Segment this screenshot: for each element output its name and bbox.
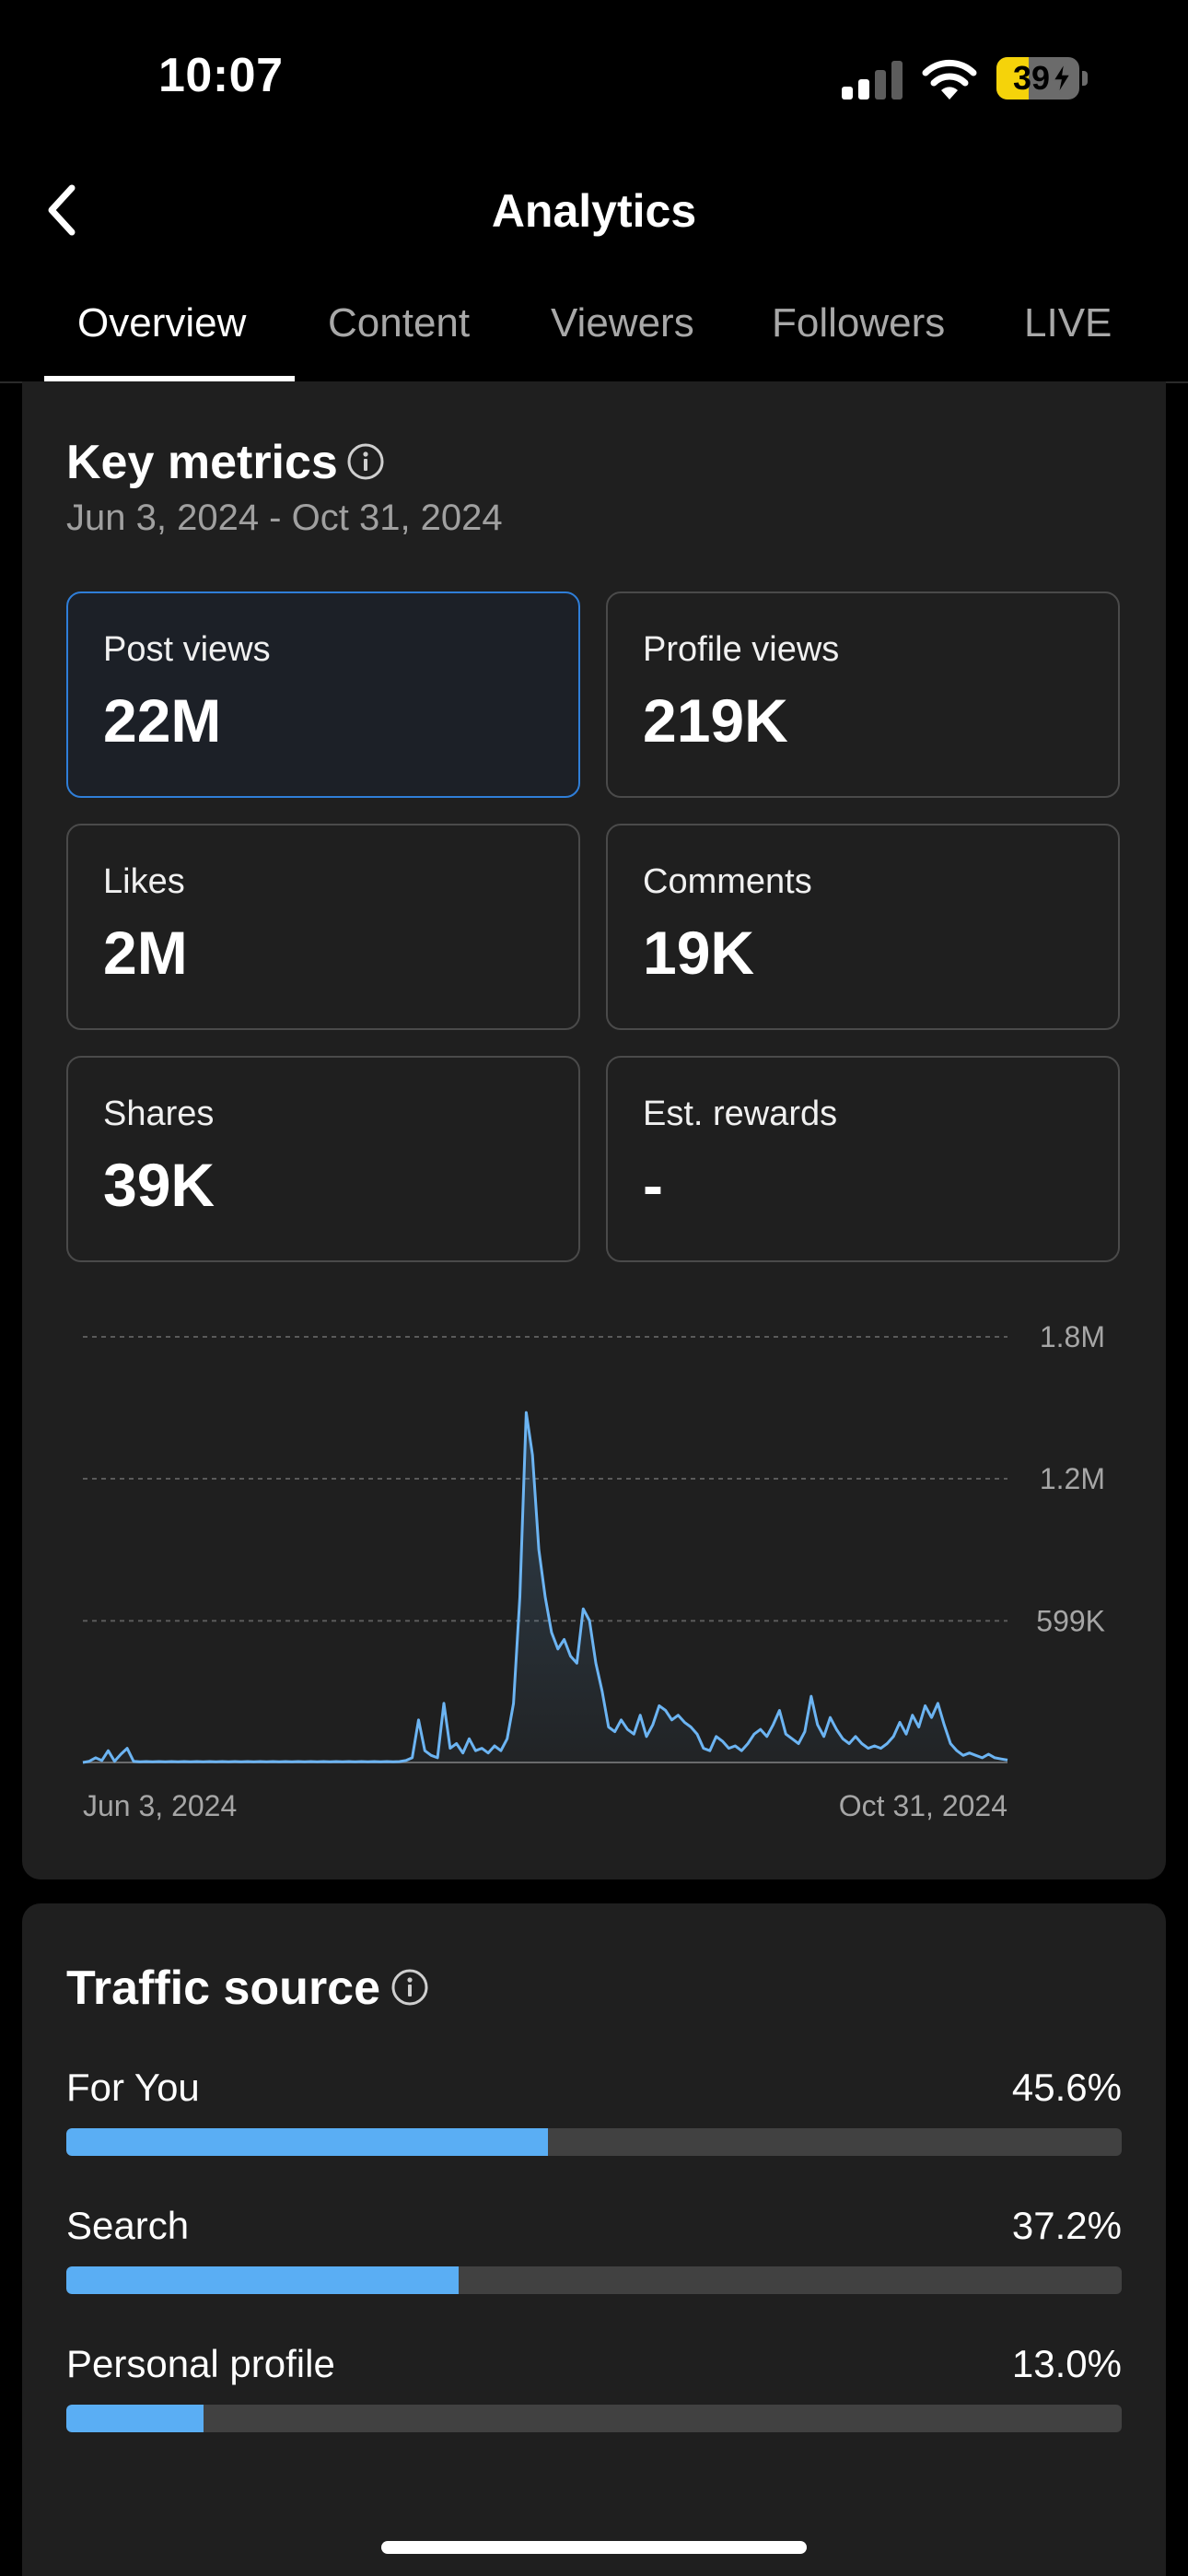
metric-label: Est. rewards bbox=[643, 1095, 838, 1133]
series-area bbox=[83, 1412, 1007, 1762]
metric-tile-profile-views[interactable]: Profile views 219K bbox=[606, 591, 1120, 798]
traffic-value-search: 37.2% bbox=[1011, 2204, 1122, 2247]
metric-tile-comments[interactable]: Comments 19K bbox=[606, 824, 1120, 1030]
traffic-bar-fill bbox=[66, 2266, 460, 2294]
traffic-source-card: Traffic source For You 45.6% Search 37.2… bbox=[22, 1903, 1166, 2576]
tab-content[interactable]: Content bbox=[328, 300, 471, 345]
tab-live[interactable]: LIVE bbox=[1024, 300, 1112, 345]
battery-level: 39 bbox=[1012, 59, 1051, 97]
metric-value: 39K bbox=[103, 1151, 215, 1219]
metric-value: 22M bbox=[103, 686, 222, 755]
metric-value: 219K bbox=[643, 686, 788, 755]
key-metrics-title: Key metrics bbox=[66, 436, 338, 489]
metric-tile-likes[interactable]: Likes 2M bbox=[66, 824, 580, 1030]
signal-icon bbox=[842, 61, 903, 100]
series-line bbox=[82, 1411, 1008, 1764]
traffic-label-search: Search bbox=[66, 2204, 190, 2247]
back-button[interactable] bbox=[37, 182, 92, 238]
x-tick-label: Oct 31, 2024 bbox=[839, 1789, 1007, 1822]
status-bar: 10:07 39 bbox=[0, 0, 1188, 157]
info-icon[interactable] bbox=[390, 1968, 429, 2007]
battery-charging-icon: 39 bbox=[996, 57, 1088, 100]
traffic-bar-fill bbox=[66, 2128, 548, 2156]
tab-overview[interactable]: Overview bbox=[77, 300, 247, 345]
y-tick-label: 599K bbox=[1036, 1604, 1105, 1637]
tab-followers[interactable]: Followers bbox=[772, 300, 946, 345]
home-indicator[interactable] bbox=[381, 2541, 807, 2554]
traffic-value-personal-profile: 13.0% bbox=[1011, 2342, 1122, 2385]
metric-label: Profile views bbox=[643, 630, 840, 669]
nav-header: Analytics bbox=[0, 157, 1188, 267]
date-range: Jun 3, 2024 - Oct 31, 2024 bbox=[66, 498, 503, 538]
traffic-bar-personal-profile bbox=[66, 2405, 1122, 2432]
metric-value: 2M bbox=[103, 919, 188, 987]
metric-value: 19K bbox=[643, 919, 755, 987]
tab-viewers[interactable]: Viewers bbox=[551, 300, 694, 345]
metric-tile-shares[interactable]: Shares 39K bbox=[66, 1056, 580, 1262]
y-tick-label: 1.2M bbox=[1040, 1462, 1105, 1495]
metric-tile-post-views[interactable]: Post views 22M bbox=[66, 591, 580, 798]
key-metrics-card: Key metrics Jun 3, 2024 - Oct 31, 2024 P… bbox=[22, 381, 1166, 1879]
active-tab-indicator bbox=[44, 376, 295, 381]
tab-bar: Overview Content Viewers Followers LIVE bbox=[0, 286, 1188, 383]
metric-tile-est-rewards[interactable]: Est. rewards - bbox=[606, 1056, 1120, 1262]
metric-label: Comments bbox=[643, 862, 812, 901]
metric-label: Post views bbox=[103, 630, 271, 669]
traffic-value-for-you: 45.6% bbox=[1011, 2066, 1122, 2109]
traffic-label-for-you: For You bbox=[66, 2066, 200, 2109]
traffic-bar-fill bbox=[66, 2405, 204, 2432]
status-time: 10:07 bbox=[158, 49, 284, 102]
post-views-chart: 1.8M 1.2M 599K Jun 3, 2024 Oct 31, 2024 bbox=[82, 1320, 1105, 1822]
metric-value: - bbox=[643, 1151, 663, 1219]
page-title: Analytics bbox=[491, 185, 697, 237]
bolt-icon bbox=[1052, 63, 1072, 94]
info-icon[interactable] bbox=[346, 442, 385, 481]
metric-label: Shares bbox=[103, 1095, 215, 1133]
wifi-icon bbox=[922, 59, 977, 100]
metric-label: Likes bbox=[103, 862, 185, 901]
y-tick-label: 1.8M bbox=[1040, 1320, 1105, 1353]
traffic-source-title: Traffic source bbox=[66, 1961, 381, 2015]
traffic-bar-search bbox=[66, 2266, 1122, 2294]
x-tick-label: Jun 3, 2024 bbox=[83, 1789, 237, 1822]
traffic-bar-for-you bbox=[66, 2128, 1122, 2156]
traffic-label-personal-profile: Personal profile bbox=[66, 2342, 335, 2385]
